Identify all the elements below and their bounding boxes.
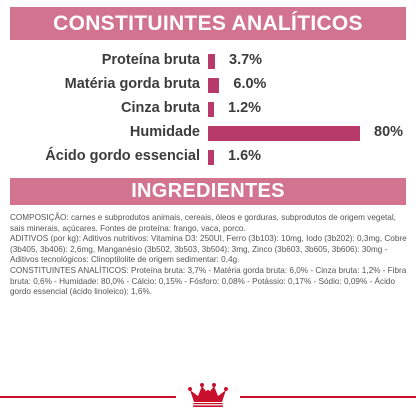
constituents-title: CONSTITUINTES ANALÍTICOS (53, 11, 363, 35)
category-label: Proteína bruta (101, 52, 200, 68)
value-bar (208, 54, 216, 69)
chart-row: Ácido gordo essencial 1.6% (0, 146, 416, 170)
ingredients-text: COMPOSIÇÃO: carnes e subprodutos animais… (10, 213, 408, 298)
category-label: Ácido gordo essencial (45, 148, 200, 164)
chart-row: Proteína bruta 3.7% (0, 50, 416, 74)
category-label: Cinza bruta (121, 100, 200, 116)
value-label: 1.2% (228, 100, 262, 116)
analytical-constituents-chart: Proteína bruta 3.7% Matéria gorda bruta 6.0… (0, 50, 416, 170)
additives-paragraph: ADITIVOS (por kg): Aditivos nutritivos: … (10, 234, 407, 265)
value-bar (208, 150, 214, 165)
value-label: 1.6% (228, 148, 262, 164)
value-label: 80% (374, 124, 404, 140)
value-label: 3.7% (229, 52, 263, 68)
analytical-paragraph: CONSTITUINTES ANALÍTICOS: Proteína bruta… (10, 265, 407, 297)
royal-canin-crown-logo (180, 380, 236, 414)
chart-row: Cinza bruta 1.2% (0, 98, 416, 122)
value-label: 6.0% (233, 76, 267, 92)
category-label: Matéria gorda bruta (64, 76, 200, 92)
chart-row: Matéria gorda bruta 6.0% (0, 74, 416, 98)
ingredients-header: INGREDIENTES (10, 178, 406, 205)
footer-line-right (240, 396, 416, 398)
footer-line-left (0, 396, 176, 398)
value-bar (208, 102, 214, 117)
category-label: Humidade (129, 124, 200, 140)
value-bar (208, 126, 360, 141)
crown-icon (188, 383, 228, 407)
constituents-header: CONSTITUINTES ANALÍTICOS (10, 7, 406, 40)
composition-paragraph: COMPOSIÇÃO: carnes e subprodutos animais… (10, 213, 396, 233)
value-bar (208, 78, 220, 93)
ingredients-title: INGREDIENTES (131, 180, 285, 202)
chart-row: Humidade 80% (0, 122, 416, 146)
